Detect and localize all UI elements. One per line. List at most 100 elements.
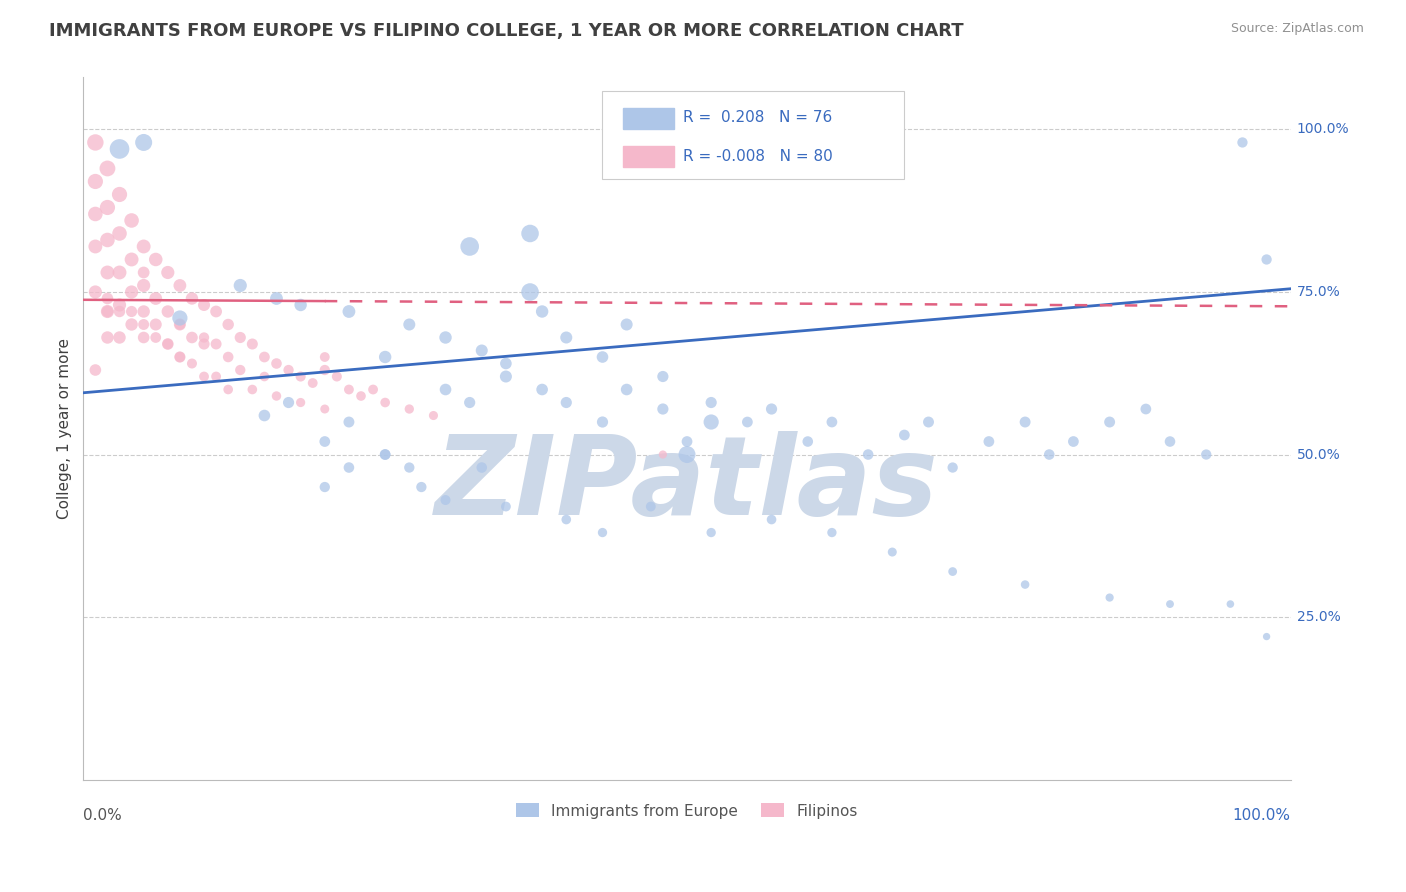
Point	[145, 330, 167, 344]
Text: 25.0%: 25.0%	[1296, 610, 1340, 624]
Point	[108, 227, 131, 241]
Point	[700, 415, 723, 429]
Bar	[623, 108, 673, 128]
Point	[651, 402, 673, 417]
Point	[108, 187, 131, 202]
Point	[917, 415, 939, 429]
Point	[84, 363, 107, 377]
Point	[108, 330, 131, 344]
Point	[434, 493, 457, 508]
Point	[205, 337, 228, 351]
Text: ZIPatlas: ZIPatlas	[434, 431, 939, 538]
Point	[1232, 136, 1254, 150]
Point	[519, 285, 541, 299]
Text: R = -0.008   N = 80: R = -0.008 N = 80	[683, 149, 834, 163]
Point	[821, 415, 844, 429]
Point	[145, 318, 167, 332]
Point	[1256, 630, 1278, 644]
Point	[290, 395, 312, 409]
FancyBboxPatch shape	[603, 92, 904, 179]
Point	[84, 136, 107, 150]
Point	[132, 318, 155, 332]
Point	[555, 330, 578, 344]
Point	[797, 434, 820, 449]
Point	[266, 389, 288, 403]
Bar	[623, 146, 673, 168]
Point	[495, 369, 517, 384]
Point	[434, 383, 457, 397]
Point	[1219, 597, 1241, 611]
Point	[193, 330, 215, 344]
Point	[229, 278, 252, 293]
Point	[181, 330, 204, 344]
Point	[193, 369, 215, 384]
Point	[108, 298, 131, 312]
Point	[856, 448, 879, 462]
Point	[253, 350, 276, 364]
Point	[96, 304, 118, 318]
Point	[156, 304, 179, 318]
Point	[531, 383, 554, 397]
Text: 50.0%: 50.0%	[1296, 448, 1340, 461]
Point	[96, 161, 118, 176]
Point	[84, 285, 107, 299]
Point	[240, 337, 263, 351]
Point	[169, 278, 191, 293]
Point	[942, 460, 965, 475]
Point	[96, 233, 118, 247]
Point	[217, 318, 239, 332]
Point	[374, 395, 396, 409]
Point	[108, 265, 131, 279]
Point	[96, 265, 118, 279]
Point	[700, 395, 723, 409]
Point	[821, 525, 844, 540]
Point	[314, 402, 336, 417]
Point	[1098, 591, 1121, 605]
Point	[350, 389, 373, 403]
Text: 0.0%: 0.0%	[83, 807, 122, 822]
Point	[229, 363, 252, 377]
Point	[108, 142, 131, 156]
Point	[434, 330, 457, 344]
Point	[337, 460, 360, 475]
Point	[121, 318, 143, 332]
Text: 100.0%: 100.0%	[1233, 807, 1291, 822]
Point	[640, 500, 662, 514]
Point	[193, 337, 215, 351]
Text: IMMIGRANTS FROM EUROPE VS FILIPINO COLLEGE, 1 YEAR OR MORE CORRELATION CHART: IMMIGRANTS FROM EUROPE VS FILIPINO COLLE…	[49, 22, 965, 40]
Point	[96, 292, 118, 306]
Text: Source: ZipAtlas.com: Source: ZipAtlas.com	[1230, 22, 1364, 36]
Point	[374, 350, 396, 364]
Point	[495, 500, 517, 514]
Point	[471, 460, 494, 475]
Point	[96, 201, 118, 215]
Point	[132, 304, 155, 318]
Point	[132, 239, 155, 253]
Point	[592, 415, 614, 429]
Point	[337, 415, 360, 429]
Point	[181, 292, 204, 306]
Point	[1014, 415, 1036, 429]
Point	[555, 512, 578, 526]
Point	[290, 369, 312, 384]
Point	[326, 369, 349, 384]
Point	[1062, 434, 1084, 449]
Point	[84, 239, 107, 253]
Text: R =  0.208   N = 76: R = 0.208 N = 76	[683, 110, 832, 125]
Point	[169, 350, 191, 364]
Point	[277, 363, 299, 377]
Point	[458, 239, 481, 253]
Point	[169, 318, 191, 332]
Point	[84, 207, 107, 221]
Point	[169, 318, 191, 332]
Point	[217, 350, 239, 364]
Point	[616, 318, 638, 332]
Point	[1256, 252, 1278, 267]
Point	[132, 278, 155, 293]
Point	[471, 343, 494, 358]
Point	[266, 357, 288, 371]
Point	[337, 383, 360, 397]
Point	[277, 395, 299, 409]
Point	[314, 363, 336, 377]
Point	[193, 298, 215, 312]
